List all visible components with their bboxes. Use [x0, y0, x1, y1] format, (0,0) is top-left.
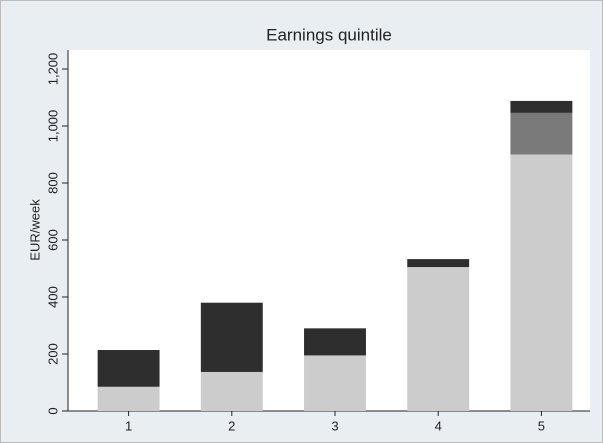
x-tick-label: 5 [538, 418, 545, 433]
x-tick-label: 4 [435, 418, 442, 433]
bar-segment [407, 259, 470, 268]
bar-segment [200, 371, 263, 411]
y-tick-label: 0 [45, 407, 60, 414]
y-tick-label: 1,200 [45, 53, 60, 86]
bar-segment [304, 355, 366, 411]
y-tick-label: 600 [45, 229, 60, 251]
chart-title: Earnings quintile [266, 25, 392, 44]
y-axis-label: EUR/week [27, 199, 42, 261]
bar-segment [510, 154, 573, 411]
y-tick-label: 1,000 [45, 110, 60, 143]
x-tick-label: 3 [331, 418, 338, 433]
bar-segment [304, 328, 366, 356]
bar-segment [510, 112, 573, 155]
bar-segment [97, 386, 160, 411]
x-tick-label: 2 [228, 418, 235, 433]
bar-segment [97, 350, 160, 387]
bar-segment [407, 267, 470, 411]
x-tick-label: 1 [125, 418, 132, 433]
y-tick-label: 200 [45, 343, 60, 365]
y-tick-label: 400 [45, 286, 60, 308]
bar-segment [510, 100, 573, 113]
bar-segment [200, 302, 263, 372]
y-tick-label: 800 [45, 172, 60, 194]
